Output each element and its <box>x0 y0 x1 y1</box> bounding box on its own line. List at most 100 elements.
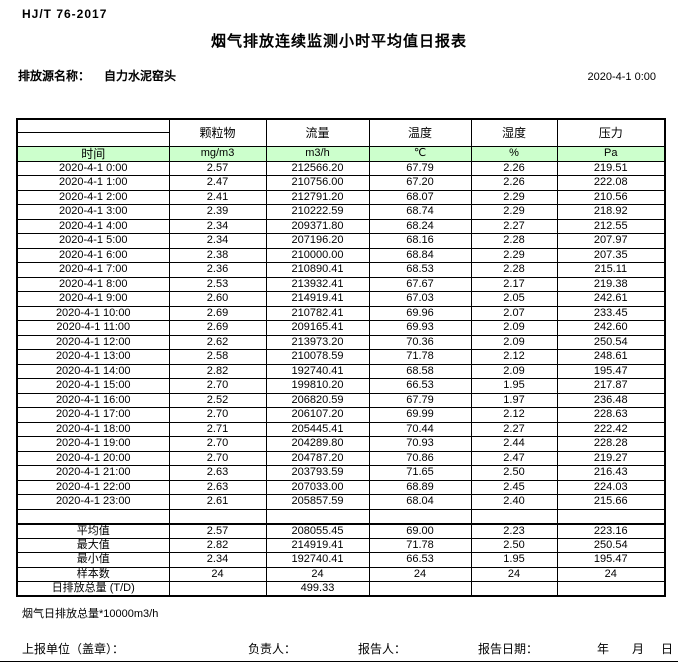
value-cell: 2.26 <box>470 175 558 191</box>
value-cell: 68.04 <box>368 494 472 510</box>
value-cell: 2.69 <box>168 320 267 336</box>
value-cell: 2.47 <box>168 175 267 191</box>
value-cell <box>168 581 267 597</box>
value-cell: 2.09 <box>470 320 558 336</box>
value-cell: 205445.41 <box>265 421 370 437</box>
time-cell: 2020-4-1 4:00 <box>16 218 170 234</box>
year-label: 年 <box>597 642 610 656</box>
value-cell: 2.61 <box>168 494 267 510</box>
value-cell: 71.65 <box>368 465 472 481</box>
col-header-humidity: 湿度 <box>470 118 558 147</box>
time-cell: 2020-4-1 3:00 <box>16 204 170 220</box>
value-cell: 2.41 <box>168 189 267 205</box>
summary-label-cell: 日排放总量 (T/D) <box>16 581 170 597</box>
value-cell: 219.38 <box>556 276 666 292</box>
value-cell: 228.63 <box>556 407 666 423</box>
value-cell: 2.53 <box>168 276 267 292</box>
value-cell: 207.97 <box>556 233 666 249</box>
time-cell: 2020-4-1 12:00 <box>16 334 170 350</box>
meta-row: 排放源名称： 自力水泥窑头 2020-4-1 0:00 <box>18 67 656 84</box>
value-cell: 2.36 <box>168 262 267 278</box>
summary-row: 平均值 2.57 208055.45 69.00 2.23 223.16 <box>16 522 666 539</box>
value-cell: 207033.00 <box>265 479 370 495</box>
table-row: 2020-4-1 1:00 2.47 210756.00 67.20 2.26 222.0… <box>16 175 666 191</box>
value-cell: 24 <box>168 566 267 582</box>
value-cell: 69.00 <box>368 522 472 539</box>
table-row: 2020-4-1 14:00 2.82 192740.41 68.58 2.09 195.… <box>16 363 666 379</box>
value-cell: 2.63 <box>168 465 267 481</box>
value-cell: 70.93 <box>368 436 472 452</box>
value-cell: 68.53 <box>368 262 472 278</box>
value-cell: 195.47 <box>556 552 666 568</box>
value-cell: 67.79 <box>368 392 472 408</box>
time-cell: 2020-4-1 8:00 <box>16 276 170 292</box>
value-cell <box>556 581 666 597</box>
value-cell: 210.56 <box>556 189 666 205</box>
col-header-temperature: 温度 <box>368 118 472 147</box>
time-cell: 2020-4-1 7:00 <box>16 262 170 278</box>
col-header-flow: 流量 <box>265 118 370 147</box>
table-row: 2020-4-1 9:00 2.60 214919.41 67.03 2.05 242.6… <box>16 291 666 307</box>
value-cell: 2.69 <box>168 305 267 321</box>
value-cell: 68.24 <box>368 218 472 234</box>
value-cell: 216.43 <box>556 465 666 481</box>
value-cell: 24 <box>368 566 472 582</box>
table-row: 2020-4-1 13:00 2.58 210078.59 71.78 2.12 248.… <box>16 349 666 365</box>
summary-label-cell: 样本数 <box>16 566 170 582</box>
table-row: 2020-4-1 6:00 2.38 210000.00 68.84 2.29 207.3… <box>16 247 666 263</box>
table-body: 2020-4-1 0:00 2.57 212566.20 67.79 2.26 219.5… <box>16 160 666 597</box>
total-emission-note: 烟气日排放总量*10000m3/h <box>22 608 159 620</box>
value-cell: 228.28 <box>556 436 666 452</box>
value-cell: 210782.41 <box>265 305 370 321</box>
table-row: 2020-4-1 17:00 2.70 206107.20 69.99 2.12 228.… <box>16 407 666 423</box>
value-cell: 2.39 <box>168 204 267 220</box>
table-row: 2020-4-1 11:00 2.69 209165.41 69.93 2.09 242.… <box>16 320 666 336</box>
value-cell: 2.57 <box>168 522 267 539</box>
empty-cell <box>368 508 472 524</box>
value-cell: 223.16 <box>556 522 666 539</box>
value-cell: 68.74 <box>368 204 472 220</box>
source-name: 自力水泥窑头 <box>104 69 177 83</box>
table-row: 2020-4-1 8:00 2.53 213932.41 67.67 2.17 219.3… <box>16 276 666 292</box>
value-cell: 2.40 <box>470 494 558 510</box>
value-cell: 233.45 <box>556 305 666 321</box>
value-cell: 207.35 <box>556 247 666 263</box>
value-cell: 212.55 <box>556 218 666 234</box>
value-cell: 69.99 <box>368 407 472 423</box>
value-cell: 210078.59 <box>265 349 370 365</box>
table-row: 2020-4-1 0:00 2.57 212566.20 67.79 2.26 219.5… <box>16 160 666 176</box>
value-cell: 71.78 <box>368 349 472 365</box>
table-row: 2020-4-1 10:00 2.69 210782.41 69.96 2.07 233.… <box>16 305 666 321</box>
time-cell: 2020-4-1 1:00 <box>16 175 170 191</box>
value-cell: 70.36 <box>368 334 472 350</box>
value-cell: 68.84 <box>368 247 472 263</box>
table-row: 2020-4-1 20:00 2.70 204787.20 70.86 2.47 219.… <box>16 450 666 466</box>
value-cell: 2.57 <box>168 160 267 176</box>
empty-cell <box>265 508 370 524</box>
value-cell: 215.11 <box>556 262 666 278</box>
value-cell: 222.08 <box>556 175 666 191</box>
time-cell: 2020-4-1 2:00 <box>16 189 170 205</box>
value-cell: 2.71 <box>168 421 267 437</box>
value-cell: 69.96 <box>368 305 472 321</box>
report-page: { "page": { "standard": "HJ/T 76-2017", … <box>0 7 678 662</box>
summary-row: 最小值 2.34 192740.41 66.53 1.95 195.47 <box>16 552 666 568</box>
summary-label-cell: 最小值 <box>16 552 170 568</box>
value-cell <box>368 581 472 597</box>
value-cell: 214919.41 <box>265 291 370 307</box>
standard-number: HJ/T 76-2017 <box>22 7 108 21</box>
summary-label-cell: 最大值 <box>16 537 170 553</box>
value-cell: 2.27 <box>470 421 558 437</box>
value-cell: 66.53 <box>368 552 472 568</box>
value-cell: 210000.00 <box>265 247 370 263</box>
value-cell: 68.16 <box>368 233 472 249</box>
header-row-names: 颗粒物 流量 温度 湿度 压力 <box>16 118 666 147</box>
time-cell: 2020-4-1 22:00 <box>16 479 170 495</box>
value-cell: 212791.20 <box>265 189 370 205</box>
value-cell: 2.34 <box>168 218 267 234</box>
monitoring-table: 颗粒物 流量 温度 湿度 压力 时间 mg/m3 m3/h ℃ % Pa 202… <box>16 118 666 597</box>
value-cell: 217.87 <box>556 378 666 394</box>
value-cell: 70.86 <box>368 450 472 466</box>
time-cell: 2020-4-1 16:00 <box>16 392 170 408</box>
value-cell: 2.09 <box>470 334 558 350</box>
